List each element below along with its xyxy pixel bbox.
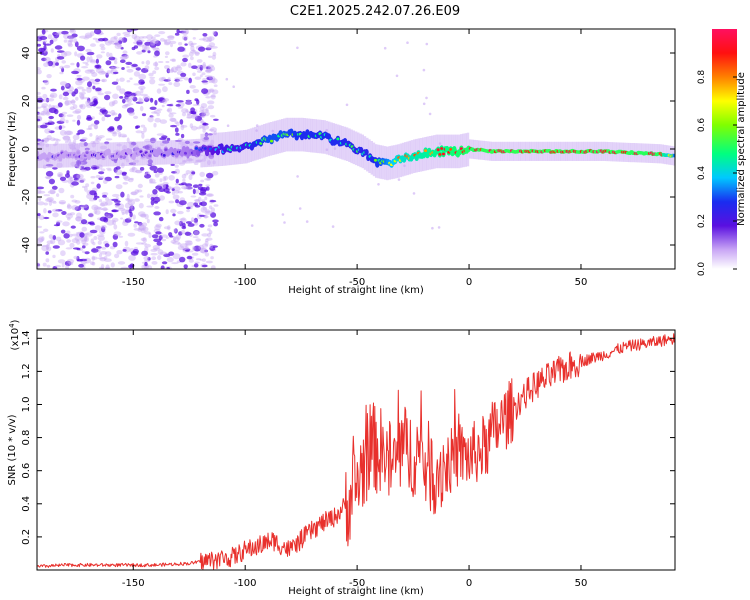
snr-x-tick-label: -150 [122, 578, 145, 589]
spectrogram-y-ticks: -40 -20 0 20 40 [21, 47, 675, 253]
snr-y-ticks: 0.2 0.4 0.6 0.8 1.0 1.2 1.4 [21, 330, 675, 545]
snr-y-tick-label: 0.6 [21, 463, 32, 479]
svg-text:(x104): (x104) [8, 319, 21, 350]
snr-y-tick-label: 0.2 [21, 529, 32, 545]
spectrogram-y-label: Frequency (Hz) [7, 111, 18, 187]
snr-content [37, 333, 675, 570]
colorbar-tick-label: 0.4 [697, 166, 707, 181]
spectrogram-x-tick-label: -100 [234, 277, 257, 288]
snr-panel: -150 -100 -50 0 50 0.2 0.4 0.6 0.8 1.0 1.2 1.4 Hei… [7, 319, 676, 597]
spectrogram-x-ticks: -150 -100 -50 0 50 [122, 29, 587, 288]
snr-y-tick-label: 1.4 [21, 330, 32, 346]
snr-x-tick-label: 0 [466, 578, 472, 589]
colorbar-ticks: 0.0 0.2 0.4 0.6 0.8 [697, 70, 737, 277]
colorbar-tick-label: 0.0 [697, 262, 707, 277]
spectrogram-y-tick-label: 20 [21, 95, 32, 108]
snr-y-scale-label: (x104) [8, 319, 21, 350]
spectrogram-x-tick-label: -50 [349, 277, 365, 288]
spectrogram-panel: -150 -100 -50 0 50 -40 -20 0 20 40 Height of str… [7, 28, 676, 296]
spectrogram-x-tick-label: 0 [466, 277, 472, 288]
snr-x-ticks: -150 -100 -50 0 50 [122, 330, 587, 589]
spectrogram-x-tick-label: -150 [122, 277, 145, 288]
snr-frame [36, 329, 676, 571]
snr-x-label: Height of straight line (km) [288, 586, 424, 597]
snr-series-line [37, 333, 675, 570]
spectrogram-x-tick-label: 50 [575, 277, 588, 288]
snr-y-tick-label: 1.0 [21, 397, 32, 413]
colorbar-tick-label: 0.8 [697, 70, 707, 85]
snr-x-tick-label: -50 [349, 578, 365, 589]
snr-x-tick-label: -100 [234, 578, 257, 589]
spectrogram-content [37, 29, 675, 269]
colorbar-tick-label: 0.6 [697, 118, 707, 133]
snr-y-label: SNR (10 * v/v) [7, 414, 18, 485]
spectrogram-y-tick-label: -40 [21, 237, 32, 253]
snr-y-scale-base: (x10 [10, 328, 21, 351]
snr-y-tick-label: 0.4 [21, 496, 32, 512]
colorbar-tick-label: 0.2 [697, 214, 707, 228]
snr-y-scale-exponent: 4 [8, 323, 16, 328]
snr-y-tick-label: 0.8 [21, 430, 32, 446]
spectrogram-x-label: Height of straight line (km) [288, 285, 424, 296]
snr-x-tick-label: 50 [575, 578, 588, 589]
figure-title: C2E1.2025.242.07.26.E09 [290, 4, 460, 19]
colorbar: 0.0 0.2 0.4 0.6 0.8 Normalized spectral ampl… [697, 29, 747, 276]
colorbar-label: Normalized spectral amplitude [736, 72, 747, 226]
spectrogram-y-tick-label: -20 [21, 189, 32, 205]
spectrogram-y-tick-label: 40 [21, 47, 32, 60]
spectrogram-y-tick-label: 0 [21, 146, 32, 152]
colorbar-gradient [712, 29, 737, 269]
snr-y-tick-label: 1.2 [21, 363, 32, 379]
spectrogram-ridge [37, 128, 675, 168]
